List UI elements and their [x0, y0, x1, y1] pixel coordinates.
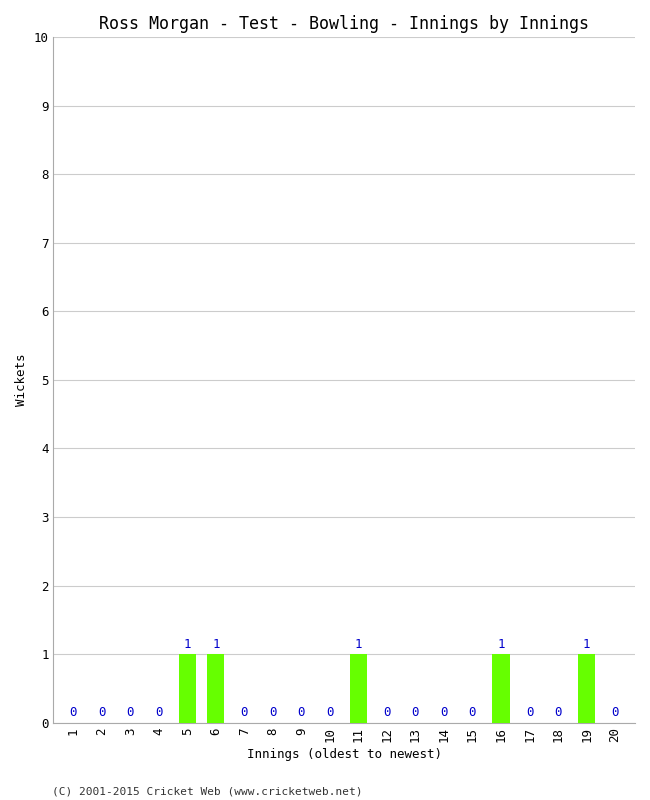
Text: 0: 0 — [554, 706, 562, 719]
Text: 0: 0 — [326, 706, 333, 719]
Text: 0: 0 — [611, 706, 619, 719]
Bar — [179, 654, 196, 722]
Text: 0: 0 — [269, 706, 277, 719]
Bar — [207, 654, 224, 722]
Text: 0: 0 — [70, 706, 77, 719]
Text: 0: 0 — [298, 706, 305, 719]
Text: 0: 0 — [155, 706, 162, 719]
Bar — [350, 654, 367, 722]
Text: 0: 0 — [240, 706, 248, 719]
Text: 0: 0 — [469, 706, 476, 719]
X-axis label: Innings (oldest to newest): Innings (oldest to newest) — [247, 748, 442, 761]
Text: 0: 0 — [127, 706, 134, 719]
Bar — [578, 654, 595, 722]
Text: 1: 1 — [212, 638, 220, 650]
Y-axis label: Wickets: Wickets — [15, 354, 28, 406]
Bar — [493, 654, 510, 722]
Text: (C) 2001-2015 Cricket Web (www.cricketweb.net): (C) 2001-2015 Cricket Web (www.cricketwe… — [52, 786, 363, 796]
Text: 0: 0 — [384, 706, 391, 719]
Text: 1: 1 — [583, 638, 590, 650]
Text: 0: 0 — [440, 706, 448, 719]
Text: 0: 0 — [411, 706, 419, 719]
Text: 1: 1 — [355, 638, 362, 650]
Title: Ross Morgan - Test - Bowling - Innings by Innings: Ross Morgan - Test - Bowling - Innings b… — [99, 15, 589, 33]
Text: 1: 1 — [497, 638, 505, 650]
Text: 1: 1 — [184, 638, 191, 650]
Text: 0: 0 — [98, 706, 106, 719]
Text: 0: 0 — [526, 706, 533, 719]
